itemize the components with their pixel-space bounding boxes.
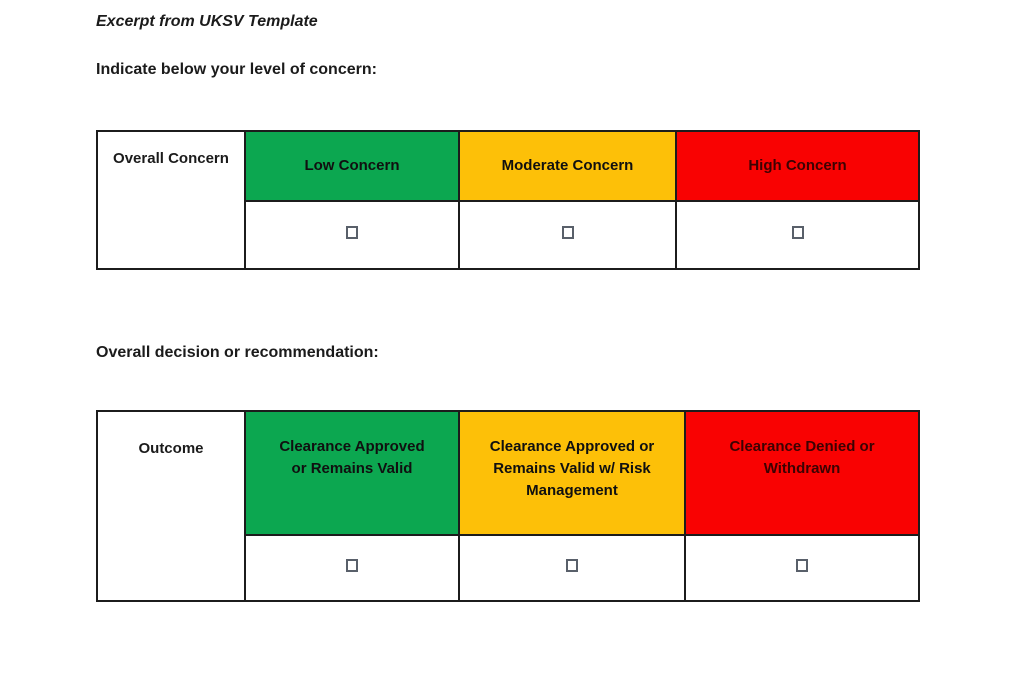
checkbox-high-concern[interactable] (791, 226, 804, 240)
concern-table: Overall Concern Low Concern Moderate Con… (96, 130, 920, 270)
concern-check-cell-low (244, 200, 460, 270)
concern-row-label: Overall Concern (96, 130, 246, 270)
outcome-header-row: Outcome Clearance Approved or Remains Va… (96, 410, 920, 602)
concern-header-moderate: Moderate Concern (458, 130, 677, 202)
outcome-check-cell-approved (244, 534, 460, 602)
outcome-check-cell-risk-management (458, 534, 686, 602)
outcome-checkbox-row (97, 534, 920, 602)
concern-header-low: Low Concern (244, 130, 460, 202)
outcome-row-label: Outcome (96, 410, 246, 602)
outcome-check-cell-denied (684, 534, 920, 602)
document-title: Excerpt from UKSV Template (96, 13, 318, 30)
outcome-header-denied: Clearance Denied or Withdrawn (684, 410, 920, 536)
concern-header-row: Overall Concern Low Concern Moderate Con… (96, 130, 920, 270)
concern-header-high: High Concern (675, 130, 920, 202)
concern-check-cell-moderate (458, 200, 677, 270)
checkbox-clearance-denied[interactable] (796, 559, 808, 573)
checkbox-clearance-approved[interactable] (346, 559, 358, 573)
outcome-header-risk-management: Clearance Approved or Remains Valid w/ R… (458, 410, 686, 536)
concern-section-heading: Indicate below your level of concern: (96, 61, 377, 78)
concern-check-cell-high (675, 200, 920, 270)
checkbox-low-concern[interactable] (346, 226, 358, 240)
outcome-header-approved: Clearance Approved or Remains Valid (244, 410, 460, 536)
concern-checkbox-row (97, 200, 920, 270)
outcome-table: Outcome Clearance Approved or Remains Va… (96, 410, 920, 602)
checkbox-moderate-concern[interactable] (561, 226, 574, 240)
checkbox-clearance-risk-management[interactable] (566, 559, 578, 573)
decision-section-heading: Overall decision or recommendation: (96, 344, 379, 361)
